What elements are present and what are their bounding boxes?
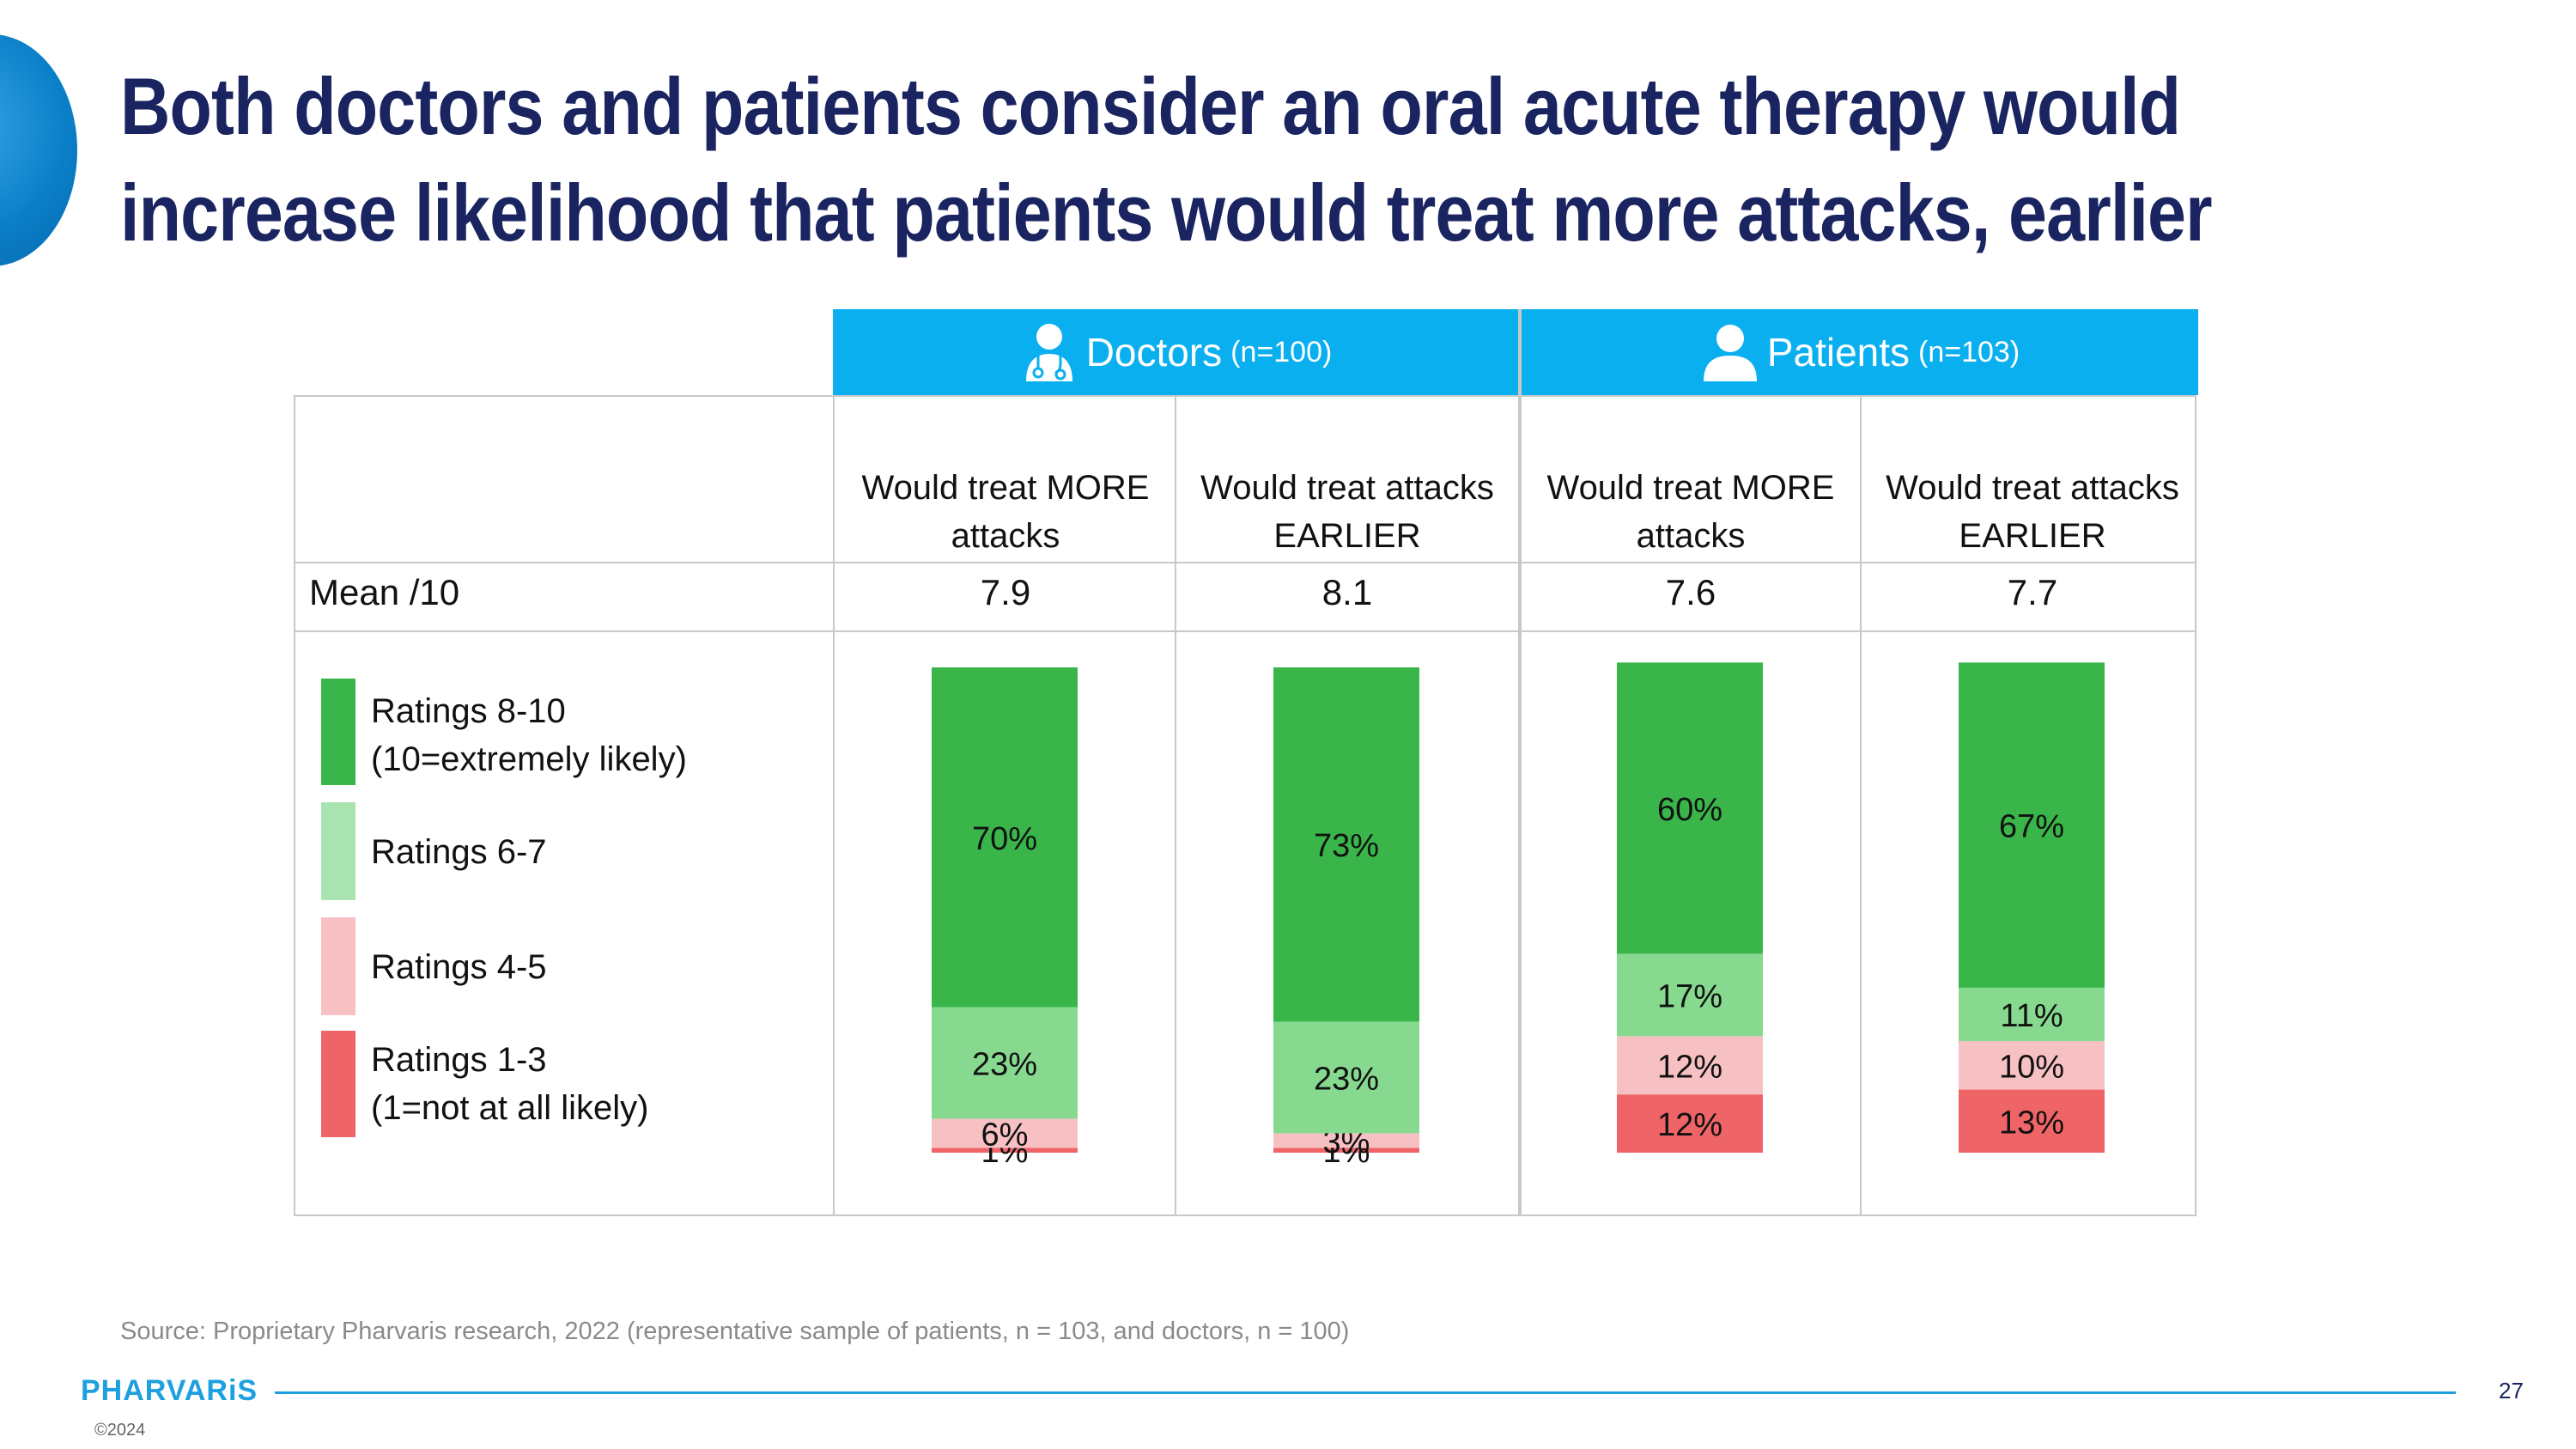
- decorative-corner-arc: [0, 34, 77, 266]
- table-frame: [294, 395, 2196, 1216]
- pharvaris-logo: PHARVARiS: [81, 1374, 258, 1407]
- legend-swatch-8-10: [321, 679, 355, 785]
- mean-value: 7.7: [2007, 572, 2058, 612]
- legend-label-6-7: Ratings 6-7: [371, 833, 547, 871]
- title-line-2: increase likelihood that patients would …: [120, 167, 2213, 258]
- legend-swatch-1-3: [321, 1031, 355, 1137]
- mean-value: 7.9: [980, 572, 1031, 612]
- doctor-icon: [1025, 324, 1072, 381]
- grid-line: [1860, 395, 1862, 1216]
- mean-value: 8.1: [1321, 572, 1373, 612]
- grid-line: [1518, 309, 1522, 1216]
- legend-swatch-6-7: [321, 802, 355, 900]
- patients-group-header: Patients (n=103): [1522, 309, 2198, 395]
- patients-label: Patients: [1766, 330, 1911, 374]
- grid-line: [1175, 395, 1176, 1216]
- column-header: Would treat attacks EARLIER: [1200, 469, 1494, 555]
- page-title: Both doctors and patients consider an or…: [120, 53, 2213, 266]
- footer-divider: [275, 1391, 2456, 1394]
- column-header: Would treat attacks EARLIER: [1886, 469, 2179, 555]
- patients-n: (n=103): [1918, 335, 2020, 368]
- doctors-label: Doctors: [1085, 330, 1223, 374]
- person-icon: [1703, 325, 1757, 381]
- grid-line: [833, 395, 835, 1216]
- legend-label-4-5: Ratings 4-5: [371, 948, 547, 986]
- source-note: Source: Proprietary Pharvaris research, …: [120, 1318, 1350, 1345]
- page-number: 27: [2499, 1378, 2524, 1403]
- grid-line: [294, 562, 2196, 563]
- grid-line: [294, 630, 2196, 632]
- mean-row-label: Mean /10: [309, 572, 460, 612]
- doctors-n: (n=100): [1230, 335, 1333, 368]
- doctors-group-header: Doctors (n=100): [833, 309, 1518, 395]
- legend-label-1-3: Ratings 1-3 (1=not at all likely): [371, 1041, 649, 1127]
- legend-swatch-4-5: [321, 917, 355, 1015]
- title-line-1: Both doctors and patients consider an or…: [120, 61, 2181, 151]
- mean-value: 7.6: [1665, 572, 1716, 612]
- column-header: Would treat MORE attacks: [1546, 469, 1835, 555]
- legend-label-8-10: Ratings 8-10 (10=extremely likely): [371, 692, 687, 778]
- column-header: Would treat MORE attacks: [861, 469, 1150, 555]
- copyright: ©2024: [94, 1421, 146, 1440]
